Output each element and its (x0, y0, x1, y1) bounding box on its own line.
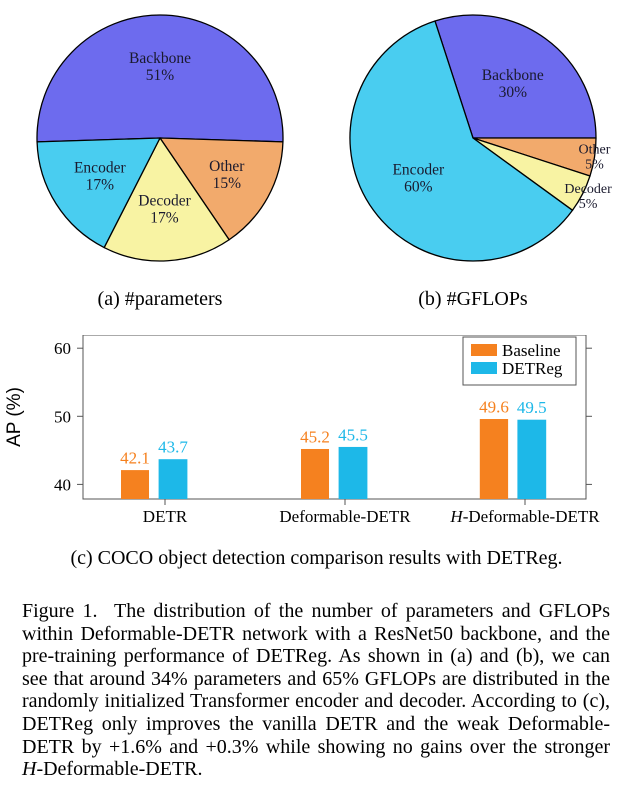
svg-text:Encoder: Encoder (74, 160, 126, 177)
svg-text:30%: 30% (499, 84, 528, 101)
svg-text:49.5: 49.5 (517, 398, 547, 417)
svg-text:Backbone: Backbone (129, 50, 191, 67)
svg-text:60%: 60% (404, 178, 433, 195)
svg-text:51%: 51% (146, 67, 175, 84)
svg-text:H-Deformable-DETR: H-Deformable-DETR (449, 507, 600, 525)
svg-text:5%: 5% (585, 158, 604, 173)
svg-text:17%: 17% (150, 210, 179, 227)
svg-text:Other: Other (579, 143, 611, 158)
svg-text:45.2: 45.2 (300, 427, 330, 446)
svg-text:60: 60 (54, 339, 71, 358)
svg-text:Deformable-DETR: Deformable-DETR (279, 507, 411, 525)
svg-text:DETReg: DETReg (502, 359, 563, 378)
svg-text:Backbone: Backbone (482, 67, 544, 84)
svg-text:Decoder: Decoder (138, 193, 191, 210)
svg-text:Baseline: Baseline (502, 341, 561, 360)
svg-text:17%: 17% (86, 177, 115, 194)
svg-text:Other: Other (209, 158, 245, 175)
svg-text:Decoder: Decoder (564, 182, 612, 197)
svg-text:43.7: 43.7 (158, 438, 188, 457)
svg-text:Encoder: Encoder (392, 161, 444, 178)
svg-text:40: 40 (54, 475, 71, 494)
svg-text:50: 50 (54, 407, 71, 426)
svg-text:5%: 5% (579, 197, 598, 212)
svg-text:AP (%): AP (%) (4, 387, 25, 447)
svg-text:DETR: DETR (143, 507, 188, 525)
svg-text:15%: 15% (213, 175, 242, 192)
svg-text:45.5: 45.5 (338, 425, 368, 444)
svg-text:42.1: 42.1 (120, 449, 150, 468)
svg-text:49.6: 49.6 (479, 398, 509, 417)
